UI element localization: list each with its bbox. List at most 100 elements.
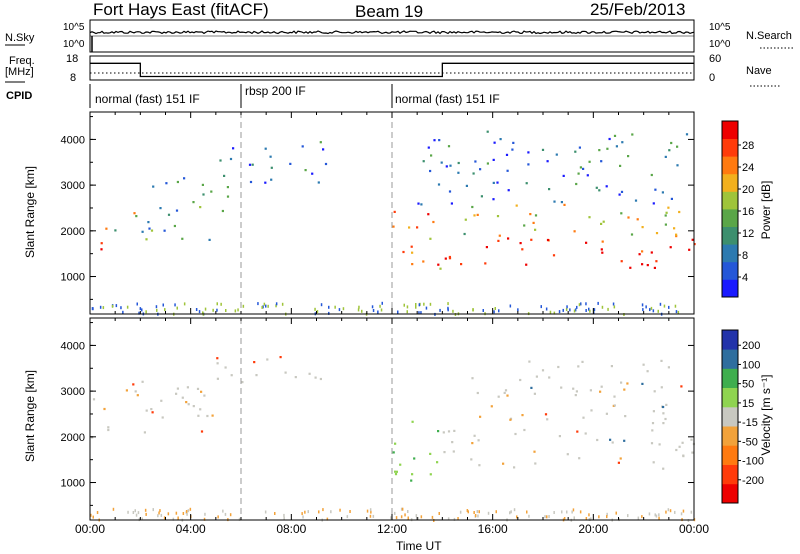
- power-data-cell: [507, 237, 510, 240]
- velocity-data-cell: [566, 453, 569, 456]
- power-data-cell: [530, 238, 533, 241]
- velocity-colorbar-swatch: [722, 368, 738, 388]
- power-data-cell: [114, 229, 117, 232]
- power-data-cell: [221, 209, 224, 213]
- power-data-cell: [422, 260, 425, 263]
- power-ytick-label: 4000: [61, 134, 85, 146]
- velocity-data-cell: [199, 408, 202, 411]
- power-data-cell: [270, 166, 273, 169]
- power-data-cell: [269, 155, 272, 158]
- velocity-data-cell: [577, 365, 580, 368]
- power-data-cell: [498, 234, 501, 237]
- power-data-cell: [507, 189, 510, 192]
- velocity-noise-cell: [217, 515, 219, 519]
- power-ytick-label: 2000: [61, 226, 85, 238]
- velocity-noise-cell: [404, 513, 406, 517]
- power-data-cell: [486, 162, 489, 165]
- velocity-data-cell: [471, 442, 474, 445]
- power-data-cell: [646, 264, 649, 267]
- power-data-cell: [427, 213, 430, 216]
- velocity-noise-cell: [516, 515, 518, 519]
- velocity-data-cell: [652, 461, 655, 464]
- velocity-data-cell: [558, 435, 561, 438]
- power-data-cell: [133, 212, 136, 215]
- power-data-cell: [486, 130, 489, 133]
- velocity-colorbar-tick-label: 200: [742, 340, 760, 352]
- power-data-cell: [629, 266, 632, 269]
- power-data-cell: [427, 146, 430, 149]
- velocity-noise-cell: [544, 515, 546, 519]
- velocity-noise-cell: [606, 515, 608, 519]
- time-xtick-label: 04:00: [176, 522, 206, 536]
- velocity-noise-cell: [339, 508, 341, 512]
- power-noise-cell: [275, 302, 278, 306]
- power-data-cell: [181, 237, 184, 240]
- power-noise-cell: [136, 302, 138, 306]
- velocity-noise-cell: [553, 511, 555, 514]
- velocity-data-cell: [176, 387, 179, 390]
- power-noise-cell: [406, 305, 409, 309]
- velocity-noise-cell: [175, 511, 178, 515]
- power-noise-cell: [195, 308, 198, 311]
- power-noise-cell: [120, 306, 122, 310]
- freq-panel-frame: [89, 55, 695, 81]
- velocity-noise-cell: [157, 514, 159, 518]
- power-noise-cell: [141, 308, 143, 312]
- velocity-noise-cell: [667, 508, 670, 512]
- power-data-cell: [304, 169, 307, 172]
- velocity-data-cell: [623, 439, 626, 442]
- power-data-cell: [618, 193, 621, 196]
- velocity-noise-cell: [163, 516, 166, 520]
- power-data-cell: [600, 160, 603, 163]
- velocity-noise-cell: [167, 512, 170, 516]
- power-noise-cell: [566, 305, 568, 309]
- velocity-data-cell: [509, 418, 512, 421]
- velocity-noise-cell: [238, 517, 241, 521]
- velocity-data-cell: [181, 396, 184, 399]
- velocity-data-cell: [436, 461, 439, 464]
- velocity-noise-cell: [585, 517, 588, 520]
- power-data-cell: [457, 161, 460, 165]
- power-data-cell: [429, 237, 432, 240]
- power-noise-cell: [494, 307, 496, 310]
- velocity-data-cell: [103, 407, 106, 411]
- power-data-cell: [437, 263, 440, 266]
- velocity-data-cell: [187, 403, 190, 406]
- velocity-noise-cell: [474, 514, 477, 517]
- power-colorbar-tick-label: 4: [742, 272, 748, 284]
- power-data-cell: [175, 209, 179, 212]
- power-noise-cell: [115, 304, 118, 308]
- nsearch-tick-top: 10^5: [709, 22, 731, 33]
- power-data-cell: [627, 155, 630, 158]
- velocity-data-cell: [560, 386, 563, 389]
- velocity-noise-cell: [141, 517, 143, 521]
- power-data-cell: [322, 148, 325, 151]
- power-noise-cell: [403, 303, 405, 307]
- time-xtick-label: 08:00: [276, 522, 306, 536]
- velocity-noise-cell: [665, 510, 667, 514]
- power-noise-cell: [415, 305, 417, 309]
- velocity-noise-cell: [390, 516, 392, 520]
- velocity-data-cell: [557, 365, 560, 369]
- velocity-data-cell: [576, 430, 579, 433]
- power-data-cell: [464, 218, 467, 221]
- power-data-cell: [447, 145, 451, 148]
- power-data-cell: [620, 260, 623, 263]
- power-noise-cell: [174, 303, 176, 307]
- velocity-data-cell: [650, 442, 654, 445]
- velocity-noise-cell: [407, 510, 409, 513]
- velocity-data-cell: [521, 414, 524, 417]
- power-noise-cell: [612, 302, 615, 306]
- velocity-noise-cell: [160, 513, 163, 517]
- nsky-label: N.Sky: [5, 32, 35, 44]
- power-data-cell: [664, 223, 667, 226]
- velocity-data-cell: [92, 398, 96, 401]
- power-data-cell: [248, 163, 252, 166]
- power-noise-cell: [111, 304, 114, 308]
- velocity-data-cell: [682, 455, 685, 458]
- power-noise-cell: [316, 310, 319, 313]
- velocity-data-cell: [160, 399, 163, 402]
- velocity-noise-cell: [229, 513, 232, 517]
- power-data-cell: [208, 238, 211, 241]
- velocity-data-cell: [308, 372, 311, 375]
